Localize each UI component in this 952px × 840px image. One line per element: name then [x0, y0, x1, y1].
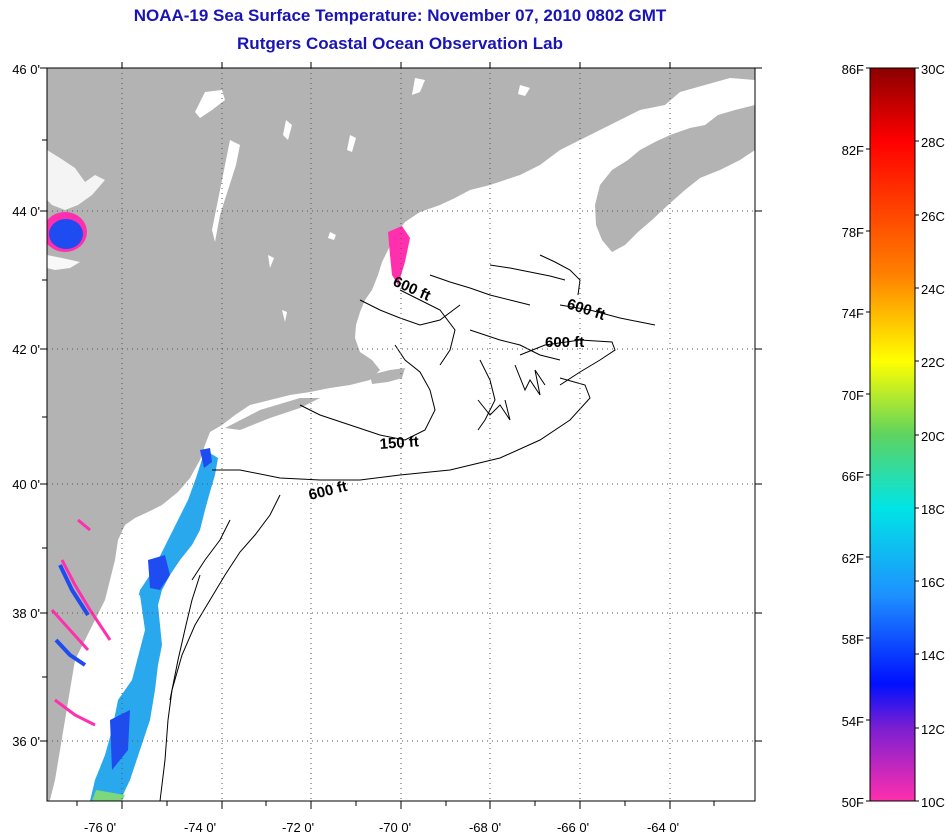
colorbar-c-label: 22C: [921, 355, 945, 370]
lon-label: -66 0': [557, 820, 589, 835]
sst-maine-coast: [388, 226, 410, 285]
lon-label: -74 0': [184, 820, 216, 835]
colorbar-f-label: 86F: [842, 62, 864, 77]
colorbar-c-label: 28C: [921, 135, 945, 150]
sst-lake-ontario: [49, 219, 83, 249]
lat-label: 46 0': [12, 62, 40, 77]
colorbar: [869, 67, 916, 802]
map-grid: [47, 68, 755, 801]
lon-label: -72 0': [282, 820, 314, 835]
colorbar-f-label: 58F: [842, 632, 864, 647]
colorbar-f-label: 70F: [842, 388, 864, 403]
map-subtitle: Rutgers Coastal Ocean Observation Lab: [237, 34, 563, 53]
colorbar-f-label: 62F: [842, 551, 864, 566]
colorbar-ticks: [866, 67, 919, 802]
contour-label: 600 ft: [545, 334, 584, 351]
land-nova-scotia: [595, 105, 755, 252]
lon-label: -68 0': [469, 820, 501, 835]
georges-bank-shoals: [477, 364, 546, 421]
colorbar-f-label: 74F: [842, 306, 864, 321]
colorbar-c-label: 24C: [921, 282, 945, 297]
colorbar-c-label: 16C: [921, 575, 945, 590]
lat-label: 40 0': [12, 477, 40, 492]
colorbar-f-label: 54F: [842, 714, 864, 729]
colorbar-c-label: 10C: [921, 795, 945, 810]
colorbar-c-label: 12C: [921, 722, 945, 737]
sst-estuaries: [50, 518, 112, 727]
colorbar-c-label: 20C: [921, 429, 945, 444]
lon-label: -64 0': [647, 820, 679, 835]
land-long-island: [225, 398, 320, 430]
lat-label: 36 0': [12, 734, 40, 749]
contour-label: 150 ft: [379, 433, 419, 453]
colorbar-f-label: 82F: [842, 143, 864, 158]
land-us-mainland: [47, 68, 755, 801]
colorbar-c-label: 18C: [921, 502, 945, 517]
colorbar-c-label: 14C: [921, 648, 945, 663]
lat-label: 44 0': [12, 204, 40, 219]
colorbar-c-label: 30C: [921, 62, 945, 77]
colorbar-f-label: 50F: [842, 795, 864, 810]
frame-ticks: [40, 62, 762, 809]
map-title: NOAA-19 Sea Surface Temperature: Novembe…: [133, 6, 667, 25]
lon-label: -70 0': [379, 820, 411, 835]
lakes: [195, 78, 530, 322]
colorbar-f-label: 78F: [842, 225, 864, 240]
lat-label: 42 0': [12, 342, 40, 357]
lon-label: -76 0': [84, 820, 116, 835]
colorbar-f-label: 66F: [842, 469, 864, 484]
land-cape-cod: [370, 368, 405, 384]
colorbar-c-label: 26C: [921, 209, 945, 224]
lat-label: 38 0': [12, 606, 40, 621]
